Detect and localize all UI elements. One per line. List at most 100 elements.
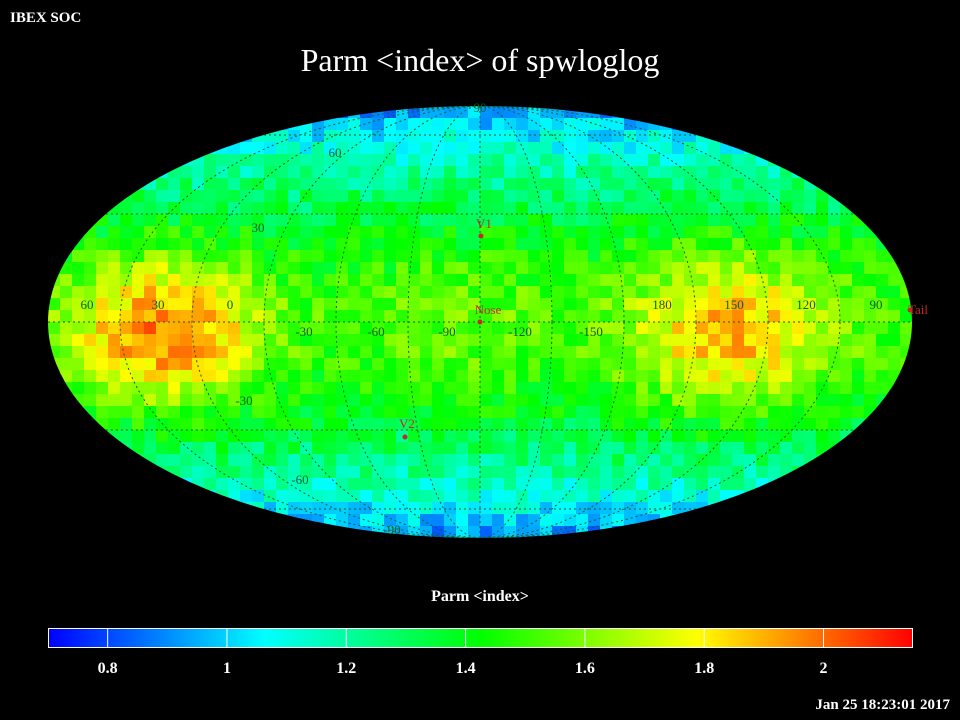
map-pixel [732, 154, 744, 166]
map-pixel [492, 274, 504, 286]
map-pixel [432, 406, 444, 418]
map-pixel [432, 142, 444, 154]
colorbar-swatch [530, 628, 532, 648]
map-pixel [456, 442, 468, 454]
map-pixel [516, 214, 528, 226]
map-pixel [660, 394, 672, 406]
colorbar-swatch [876, 628, 878, 648]
map-pixel [468, 214, 480, 226]
map-pixel [864, 262, 876, 274]
map-pixel [636, 190, 648, 202]
map-pixel [804, 382, 816, 394]
map-pixel [744, 406, 756, 418]
colorbar-swatch [300, 628, 302, 648]
map-pixel [780, 166, 792, 178]
map-pixel [264, 394, 276, 406]
map-pixel [696, 286, 708, 298]
colorbar-swatch [118, 628, 120, 648]
map-pixel [720, 370, 732, 382]
map-pixel [420, 502, 432, 514]
map-pixel [360, 466, 372, 478]
colorbar-swatch [774, 628, 776, 648]
map-pixel [744, 286, 756, 298]
colorbar-swatch [568, 628, 570, 648]
map-pixel [732, 274, 744, 286]
map-pixel [456, 310, 468, 322]
map-pixel [540, 202, 552, 214]
map-pixel [852, 346, 864, 358]
map-pixel [384, 142, 396, 154]
colorbar-swatch [408, 628, 410, 648]
map-pixel [504, 490, 516, 502]
map-pixel [564, 262, 576, 274]
map-pixel [648, 166, 660, 178]
map-pixel [252, 406, 264, 418]
map-pixel [96, 262, 108, 274]
map-pixel [708, 370, 720, 382]
map-pixel [696, 394, 708, 406]
map-pixel [864, 274, 876, 286]
map-pixel [600, 526, 612, 538]
colorbar-swatch [266, 628, 268, 648]
map-pixel [420, 130, 432, 142]
map-pixel [408, 142, 420, 154]
map-pixel [252, 430, 264, 442]
map-pixel [720, 466, 732, 478]
map-pixel [888, 334, 900, 346]
map-pixel [252, 322, 264, 334]
map-pixel [480, 454, 492, 466]
map-pixel [636, 406, 648, 418]
map-pixel [552, 214, 564, 226]
map-pixel [756, 346, 768, 358]
map-pixel [816, 310, 828, 322]
colorbar-swatch [666, 628, 668, 648]
colorbar-swatch [278, 628, 280, 648]
map-pixel [852, 298, 864, 310]
map-pixel [456, 274, 468, 286]
map-pixel [288, 226, 300, 238]
map-pixel [636, 238, 648, 250]
map-pixel [372, 334, 384, 346]
colorbar-swatch [522, 628, 524, 648]
map-pixel [600, 322, 612, 334]
map-pixel [240, 490, 252, 502]
map-pixel [252, 298, 264, 310]
map-pixel [792, 214, 804, 226]
colorbar-swatch [792, 628, 794, 648]
map-pixel [468, 442, 480, 454]
colorbar-swatch [262, 628, 264, 648]
colorbar-swatch [796, 628, 798, 648]
map-pixel [252, 490, 264, 502]
map-pixel [600, 286, 612, 298]
colorbar-swatch [418, 628, 420, 648]
map-pixel [648, 274, 660, 286]
map-pixel [156, 178, 168, 190]
map-pixel [324, 118, 336, 130]
map-pixel [720, 154, 732, 166]
map-pixel [720, 226, 732, 238]
colorbar-swatch [464, 628, 466, 648]
map-pixel [60, 262, 72, 274]
map-pixel [348, 238, 360, 250]
map-pixel [132, 370, 144, 382]
map-pixel [108, 418, 120, 430]
colorbar-swatch [672, 628, 674, 648]
map-pixel [252, 358, 264, 370]
map-pixel [624, 166, 636, 178]
map-pixel [684, 466, 696, 478]
map-pixel [156, 358, 168, 370]
map-pixel [492, 334, 504, 346]
map-pixel [756, 358, 768, 370]
map-pixel [324, 490, 336, 502]
map-pixel [192, 466, 204, 478]
map-pixel [336, 118, 348, 130]
colorbar-swatch [66, 628, 68, 648]
colorbar-swatch [782, 628, 784, 648]
colorbar-swatch [170, 628, 172, 648]
map-pixel [420, 274, 432, 286]
colorbar-swatch [894, 628, 896, 648]
map-pixel [180, 286, 192, 298]
map-pixel [444, 178, 456, 190]
map-pixel [432, 370, 444, 382]
